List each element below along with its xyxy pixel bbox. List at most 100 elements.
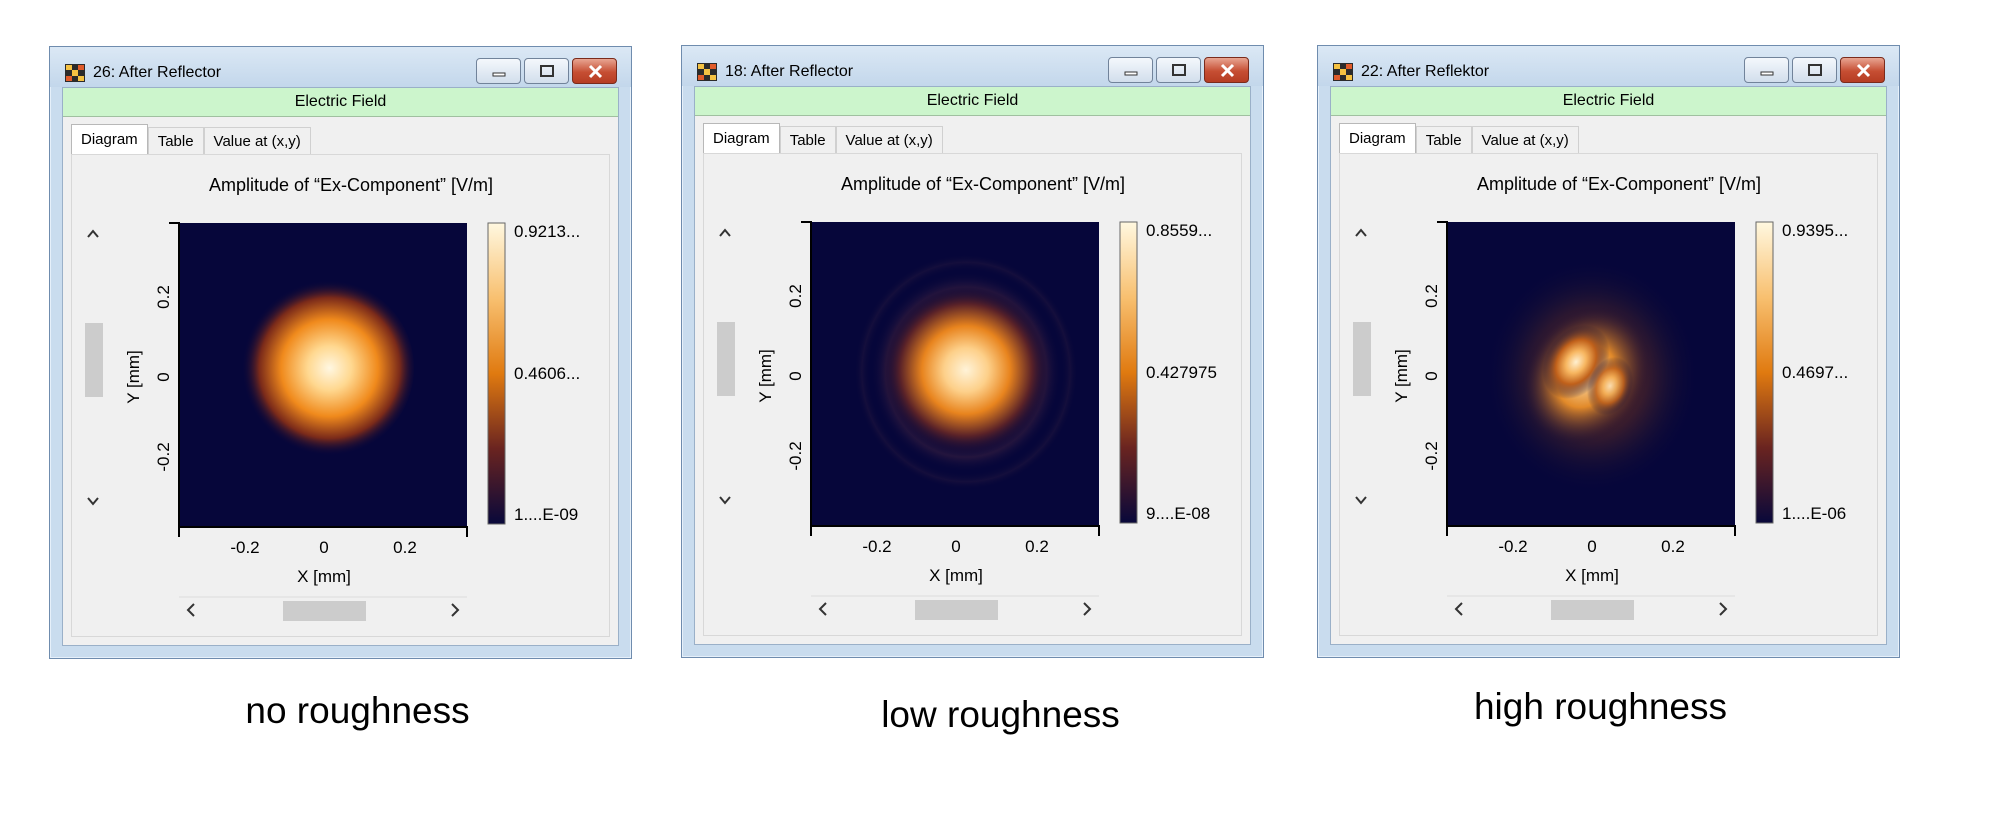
x-tick-label: 0.2 (393, 538, 417, 557)
chevron-up-icon[interactable] (1355, 228, 1367, 237)
chevron-down-icon[interactable] (1355, 496, 1367, 505)
close-icon (1220, 63, 1235, 78)
tab-value-at-xy[interactable]: Value at (x,y) (835, 126, 943, 153)
chevron-left-icon[interactable] (818, 602, 827, 616)
y-axis-label: Y [mm] (756, 349, 775, 403)
vertical-scroll-thumb[interactable] (1353, 322, 1371, 396)
chevron-up-icon[interactable] (87, 229, 99, 238)
app-icon (1333, 63, 1353, 81)
chevron-right-icon[interactable] (451, 603, 460, 617)
x-tick-label: -0.2 (1498, 537, 1527, 556)
vertical-scroll-thumb[interactable] (85, 323, 103, 397)
tab-diagram[interactable]: Diagram (1339, 123, 1416, 153)
tab-bar: Diagram Table Value at (x,y) (703, 123, 943, 153)
horizontal-scroll-thumb[interactable] (1551, 600, 1634, 620)
vertical-scroll-thumb[interactable] (717, 322, 735, 396)
close-button[interactable] (1840, 57, 1885, 83)
close-button[interactable] (1204, 57, 1249, 83)
close-icon (588, 64, 603, 79)
beam-spot-secondary (1586, 356, 1634, 416)
tab-value-at-xy[interactable]: Value at (x,y) (1471, 126, 1579, 153)
chevron-down-icon[interactable] (719, 496, 731, 505)
tab-table[interactable]: Table (779, 126, 836, 153)
diagram-panel: Amplitude of “Ex-Component” [V/m] 0.2 0 … (703, 153, 1242, 636)
field-window-3[interactable]: 22: After Reflektor Electric Field Diagr… (1317, 45, 1900, 658)
minimize-icon (492, 72, 506, 77)
maximize-icon (540, 65, 554, 77)
field-type-header: Electric Field (63, 88, 618, 117)
colorbar-max-label: 0.9213... (514, 222, 580, 241)
x-tick-label: -0.2 (862, 537, 891, 556)
x-tick-label: 0 (1587, 537, 1596, 556)
app-icon (697, 63, 717, 81)
close-button[interactable] (572, 58, 617, 84)
window-client: Electric Field Diagram Table Value at (x… (62, 87, 619, 646)
field-type-header: Electric Field (695, 87, 1250, 116)
y-tick-label: 0.2 (1422, 284, 1441, 308)
colorbar (1119, 221, 1138, 524)
colorbar (1755, 221, 1774, 524)
tab-value-at-xy[interactable]: Value at (x,y) (203, 127, 311, 154)
caption-no-roughness: no roughness (245, 690, 470, 731)
field-window-1[interactable]: 26: After Reflector Electric Field Diagr… (49, 46, 632, 659)
minimize-button[interactable] (1744, 57, 1789, 83)
tab-diagram[interactable]: Diagram (71, 124, 148, 154)
window-client: Electric Field Diagram Table Value at (x… (1330, 86, 1887, 645)
window-title: 18: After Reflector (725, 63, 854, 80)
y-tick-label: -0.2 (1422, 441, 1441, 470)
colorbar-max-label: 0.9395... (1782, 221, 1848, 240)
y-tick-label: 0.2 (786, 284, 805, 308)
y-axis-label: Y [mm] (1392, 349, 1411, 403)
plot-axes (1437, 221, 1736, 536)
colorbar (487, 222, 506, 525)
minimize-button[interactable] (476, 58, 521, 84)
field-window-2[interactable]: 18: After Reflector Electric Field Diagr… (681, 45, 1264, 658)
chevron-right-icon[interactable] (1083, 602, 1092, 616)
y-tick-label: 0 (1422, 371, 1441, 380)
colorbar-mid-label: 0.427975 (1146, 363, 1217, 382)
tab-table[interactable]: Table (1415, 126, 1472, 153)
beam-spot (878, 282, 1054, 458)
chevron-right-icon[interactable] (1719, 602, 1728, 616)
chevron-up-icon[interactable] (719, 228, 731, 237)
chevron-down-icon[interactable] (87, 497, 99, 506)
caption-low-roughness: low roughness (881, 694, 1120, 735)
caption-high-roughness: high roughness (1473, 686, 1728, 727)
title-bar[interactable]: 26: After Reflector (50, 47, 631, 87)
x-tick-label: 0.2 (1661, 537, 1685, 556)
colorbar-max-label: 0.8559... (1146, 221, 1212, 240)
x-axis-label: X [mm] (929, 566, 983, 585)
app-icon (65, 64, 85, 82)
horizontal-scroll-thumb[interactable] (283, 601, 366, 621)
maximize-button[interactable] (524, 58, 569, 84)
minimize-icon (1124, 71, 1138, 76)
maximize-button[interactable] (1156, 57, 1201, 83)
minimize-button[interactable] (1108, 57, 1153, 83)
chevron-left-icon[interactable] (1454, 602, 1463, 616)
colorbar-min-label: 9....E-08 (1146, 504, 1210, 523)
y-tick-label: 0 (154, 372, 173, 381)
plot-axes (169, 222, 468, 537)
plot-title: Amplitude of “Ex-Component” [V/m] (841, 174, 1125, 194)
maximize-button[interactable] (1792, 57, 1837, 83)
field-type-header: Electric Field (1331, 87, 1886, 116)
chevron-left-icon[interactable] (186, 603, 195, 617)
beam-spot (238, 280, 414, 456)
tab-bar: Diagram Table Value at (x,y) (1339, 123, 1579, 153)
y-axis-label: Y [mm] (124, 350, 143, 404)
plot-axes (801, 221, 1100, 536)
tab-diagram[interactable]: Diagram (703, 123, 780, 153)
title-bar[interactable]: 22: After Reflektor (1318, 46, 1899, 86)
minimize-icon (1760, 71, 1774, 76)
tab-table[interactable]: Table (147, 127, 204, 154)
window-client: Electric Field Diagram Table Value at (x… (694, 86, 1251, 645)
horizontal-scroll-thumb[interactable] (915, 600, 998, 620)
tab-bar: Diagram Table Value at (x,y) (71, 124, 311, 154)
y-tick-label: -0.2 (154, 442, 173, 471)
x-axis-label: X [mm] (297, 567, 351, 586)
x-tick-label: 0 (319, 538, 328, 557)
diagram-panel: Amplitude of “Ex-Component” [V/m] 0.2 0 … (71, 154, 610, 637)
title-bar[interactable]: 18: After Reflector (682, 46, 1263, 86)
close-icon (1856, 63, 1871, 78)
window-title: 22: After Reflektor (1361, 63, 1490, 80)
